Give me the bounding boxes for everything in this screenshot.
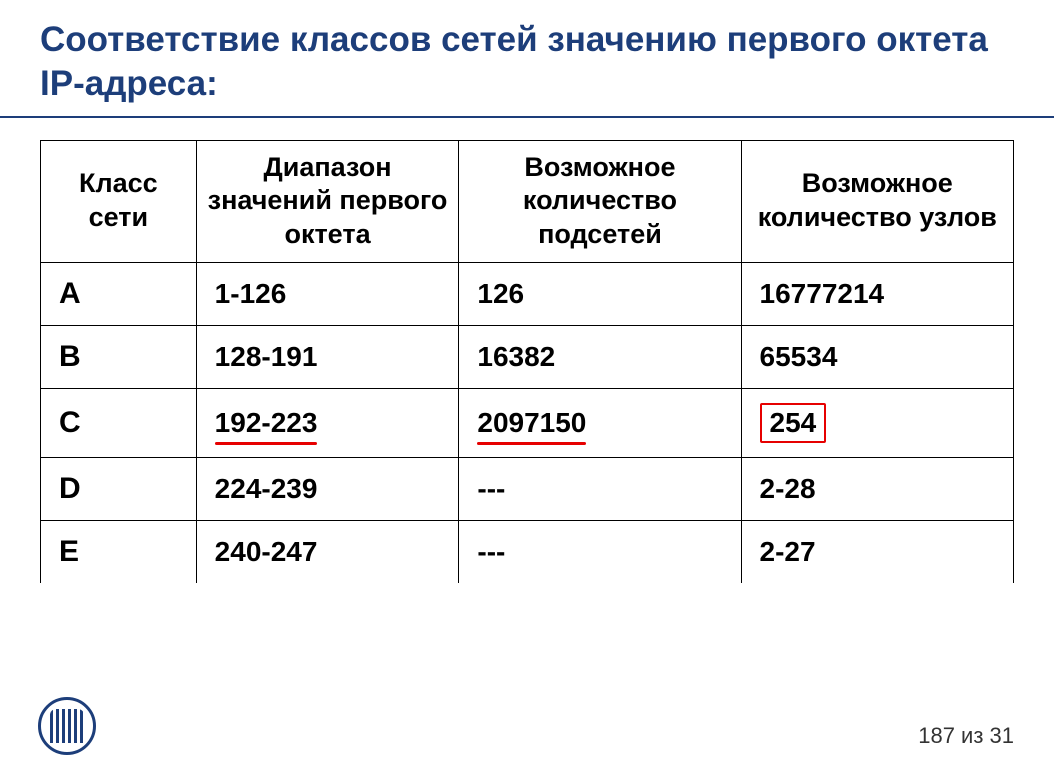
cell-range: 192-223 (196, 388, 459, 457)
cell-range: 128-191 (196, 325, 459, 388)
footer: 187 из 31 (0, 705, 1054, 755)
ip-class-table: Класс сети Диапазон значений первого окт… (40, 140, 1014, 583)
logo-icon (38, 697, 96, 755)
table-row: E240-247 ---2-27 (41, 520, 1014, 583)
cell-hosts: 2-28 (741, 457, 1013, 520)
table-row: C192-2232097150254 (41, 388, 1014, 457)
cell-class: B (41, 325, 197, 388)
cell-subnets: 16382 (459, 325, 741, 388)
table-row: B128-1911638265534 (41, 325, 1014, 388)
table-row: A1-12612616777214 (41, 262, 1014, 325)
cell-class: D (41, 457, 197, 520)
col-class: Класс сети (41, 140, 197, 262)
cell-class: E (41, 520, 197, 583)
cell-range: 240-247 (196, 520, 459, 583)
cell-subnets: --- (459, 457, 741, 520)
cell-class: C (41, 388, 197, 457)
col-range: Диапазон значений первого октета (196, 140, 459, 262)
cell-range: 1-126 (196, 262, 459, 325)
cell-subnets: --- (459, 520, 741, 583)
page-title: Соответствие классов сетей значению перв… (40, 18, 1014, 106)
col-hosts: Возможное количество узлов (741, 140, 1013, 262)
cell-hosts: 65534 (741, 325, 1013, 388)
table-row: D224-239 ---2-28 (41, 457, 1014, 520)
col-subnets: Возможное количество подсетей (459, 140, 741, 262)
table-header-row: Класс сети Диапазон значений первого окт… (41, 140, 1014, 262)
cell-hosts: 16777214 (741, 262, 1013, 325)
cell-hosts: 254 (741, 388, 1013, 457)
cell-subnets: 126 (459, 262, 741, 325)
page-indicator: 187 из 31 (918, 723, 1014, 749)
table-body: A1-12612616777214B128-1911638265534C192-… (41, 262, 1014, 583)
table-container: Класс сети Диапазон значений первого окт… (0, 118, 1054, 583)
cell-subnets: 2097150 (459, 388, 741, 457)
cell-class: A (41, 262, 197, 325)
title-bar: Соответствие классов сетей значению перв… (0, 0, 1054, 118)
cell-range: 224-239 (196, 457, 459, 520)
cell-hosts: 2-27 (741, 520, 1013, 583)
